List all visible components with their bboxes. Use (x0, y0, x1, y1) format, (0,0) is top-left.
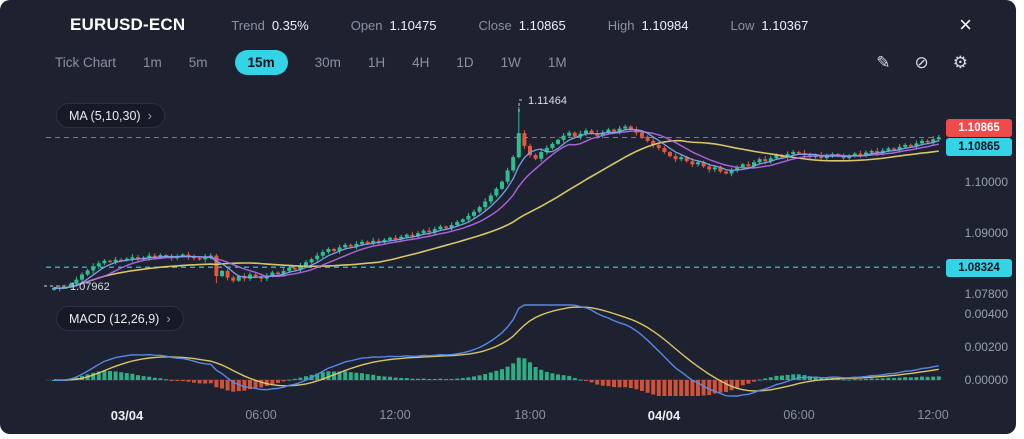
macd-indicator-label: MACD (12,26,9) (69, 311, 160, 326)
price-stats: Trend 0.35% Open 1.10475 Close 1.10865 H… (231, 18, 808, 33)
macd-tick: 0.00400 (964, 307, 1008, 321)
tab-4h[interactable]: 4H (412, 55, 430, 70)
settings-gear-icon[interactable]: ⚙ (952, 53, 968, 72)
x-tick-time: 18:00 (514, 408, 546, 422)
tab-5m[interactable]: 5m (188, 55, 208, 70)
macd-tick: 0.00200 (964, 340, 1008, 354)
macd-tick: 0.00000 (964, 373, 1008, 387)
macd-indicator-badge[interactable]: MACD (12,26,9) › (56, 306, 184, 331)
tab-1m[interactable]: 1m (143, 55, 162, 70)
draw-pencil-icon[interactable]: ✎ (876, 53, 891, 72)
stat-close: Close 1.10865 (479, 18, 566, 33)
alert-price-tag[interactable]: 1.10865 (946, 119, 1012, 137)
price-tick: 1.07800 (964, 287, 1008, 301)
x-tick-time: 06:00 (245, 408, 277, 422)
stat-label: Low (730, 17, 755, 33)
current-price-tag: 1.10865 (946, 138, 1012, 156)
stat-high: High 1.10984 (608, 18, 689, 33)
candlestick-layer (52, 106, 941, 292)
tab-15m[interactable]: 15m (234, 50, 288, 75)
symbol-title: EURUSD-ECN (70, 15, 186, 34)
circle-slash-icon[interactable]: ⊘ (914, 53, 929, 72)
ma-indicator-label: MA (5,10,30) (69, 108, 141, 123)
stat-low: Low 1.10367 (731, 18, 809, 33)
x-tick-date: 04/04 (647, 408, 681, 423)
chart-tools: ✎ ⊘ ⚙ (876, 54, 968, 71)
x-tick-date: 03/04 (110, 408, 144, 423)
stat-trend: Trend 0.35% (231, 18, 308, 33)
chevron-right-icon: › (166, 311, 171, 326)
stat-label: High (607, 17, 635, 33)
stat-value: 1.10367 (761, 17, 809, 33)
price-tick: 1.10000 (964, 175, 1008, 189)
x-tick-time: 12:00 (379, 408, 411, 422)
stat-label: Close (478, 17, 512, 33)
x-tick-time: 06:00 (783, 408, 815, 422)
reference-lines-layer (46, 136, 940, 381)
chevron-right-icon: › (147, 108, 152, 123)
price-tick: 1.09000 (964, 226, 1008, 240)
x-tick-time: 12:00 (917, 408, 949, 422)
close-icon[interactable]: × (959, 12, 972, 37)
tab-1w[interactable]: 1W (500, 55, 521, 70)
tab-1h[interactable]: 1H (367, 55, 386, 70)
tab-tick-chart[interactable]: Tick Chart (55, 55, 117, 70)
macd-histogram-layer (52, 357, 941, 396)
timeframe-toolbar: Tick Chart 1m 5m 15m 30m 1H 4H 1D 1W 1M … (0, 40, 1016, 81)
tab-1d[interactable]: 1D (456, 55, 474, 70)
tab-1mon[interactable]: 1M (547, 55, 567, 70)
stat-value: 1.10865 (518, 17, 566, 33)
ma-indicator-badge[interactable]: MA (5,10,30) › (56, 103, 165, 128)
stat-value: 0.35% (271, 17, 309, 33)
stat-value: 1.10984 (641, 17, 689, 33)
peak-annotation-leader (518, 99, 524, 112)
peak-price-annotation: 1.11464 (528, 95, 567, 107)
tab-30m[interactable]: 30m (314, 55, 341, 70)
moving-average-layer (53, 128, 939, 290)
left-low-annotation: 1.07962 (70, 281, 110, 293)
chart-header: EURUSD-ECN Trend 0.35% Open 1.10475 Clos… (0, 0, 1016, 40)
stat-value: 1.10475 (389, 17, 437, 33)
stat-label: Trend (231, 17, 265, 33)
macd-lines-layer (53, 304, 939, 397)
level-price-tag[interactable]: 1.08324 (946, 259, 1012, 277)
stat-open: Open 1.10475 (351, 18, 437, 33)
stat-label: Open (350, 17, 383, 33)
